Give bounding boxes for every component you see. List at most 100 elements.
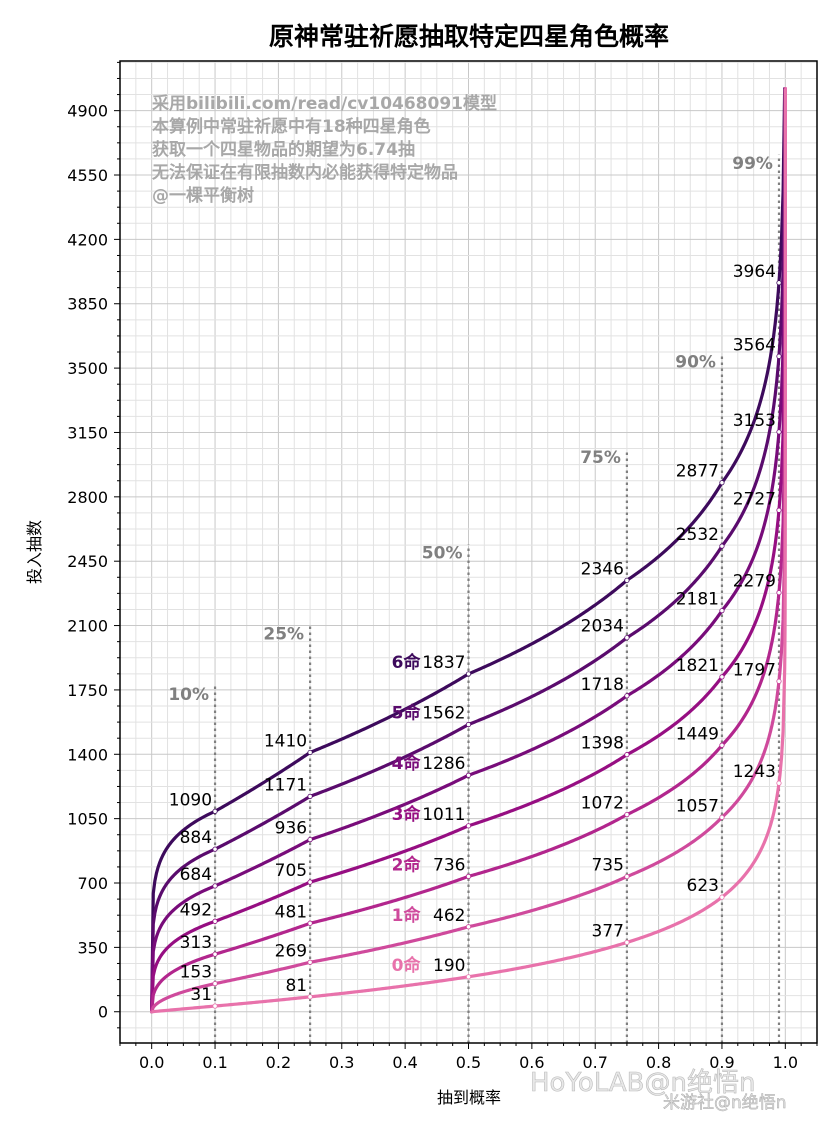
data-label: 81 xyxy=(285,976,307,996)
reference-label: 90% xyxy=(675,352,716,372)
data-label: 2034 xyxy=(581,617,624,637)
y-tick-label: 350 xyxy=(77,938,108,957)
series-line-5 xyxy=(150,86,787,1014)
reference-label: 99% xyxy=(732,154,773,174)
data-point xyxy=(776,507,782,513)
data-point xyxy=(465,924,472,930)
data-label: 1821 xyxy=(676,656,719,676)
data-label: 936 xyxy=(275,819,307,839)
data-point xyxy=(624,812,630,818)
series-line-4 xyxy=(150,86,787,1014)
data-point xyxy=(307,837,313,843)
series-label: 5命 xyxy=(392,702,422,723)
data-label: 1171 xyxy=(264,775,307,795)
series-line-1 xyxy=(150,86,787,1014)
data-label: 2279 xyxy=(733,572,776,592)
data-point xyxy=(307,879,313,885)
x-tick-label: 0.7 xyxy=(583,1053,608,1072)
data-label: 1410 xyxy=(264,731,307,751)
x-tick-label: 0.6 xyxy=(519,1053,544,1072)
x-tick-label: 0.1 xyxy=(202,1053,227,1072)
data-label: 377 xyxy=(591,921,623,941)
x-axis-label: 抽到概率 xyxy=(437,1088,501,1107)
data-label: 2727 xyxy=(733,489,776,509)
data-label: 481 xyxy=(275,902,307,922)
watermark-hoyolab: HoYoLAB@n绝悟n xyxy=(530,1068,755,1098)
data-point xyxy=(624,752,630,758)
data-point xyxy=(465,721,472,728)
data-point xyxy=(624,939,630,946)
data-point xyxy=(212,1003,218,1009)
data-point xyxy=(776,353,782,359)
data-point xyxy=(719,608,725,614)
data-label: 269 xyxy=(275,941,307,961)
data-label: 2877 xyxy=(676,462,719,482)
reference-label: 75% xyxy=(580,448,621,468)
data-point xyxy=(624,873,630,880)
data-point xyxy=(465,671,472,677)
data-point xyxy=(776,678,782,684)
data-label: 1449 xyxy=(676,724,719,744)
data-label: 2346 xyxy=(581,559,624,579)
data-label: 1072 xyxy=(581,794,624,814)
data-point xyxy=(212,808,218,814)
y-tick-label: 2450 xyxy=(67,552,108,571)
data-point xyxy=(719,543,725,549)
data-point xyxy=(212,981,218,987)
data-label: 1562 xyxy=(422,703,465,723)
data-label: 3964 xyxy=(733,262,776,282)
x-tick-label: 0.9 xyxy=(709,1053,734,1072)
data-label: 705 xyxy=(275,861,307,881)
reference-label: 25% xyxy=(263,625,304,645)
y-tick-label: 2800 xyxy=(67,488,108,507)
y-tick-label: 4900 xyxy=(67,102,108,121)
data-point xyxy=(624,635,630,641)
x-tick-label: 0.2 xyxy=(266,1053,291,1072)
data-point xyxy=(465,873,472,879)
data-label: 3153 xyxy=(733,411,776,431)
data-label: 462 xyxy=(433,906,465,926)
data-point xyxy=(307,959,313,965)
series-line-3 xyxy=(150,86,787,1014)
data-point xyxy=(465,772,472,778)
y-tick-label: 1050 xyxy=(67,810,108,829)
data-label: 2181 xyxy=(676,590,719,610)
data-point xyxy=(719,742,725,748)
data-label: 884 xyxy=(180,828,212,848)
x-tick-label: 0.4 xyxy=(392,1053,417,1072)
data-label: 1243 xyxy=(733,762,776,782)
data-label: 492 xyxy=(180,900,212,920)
data-label: 1286 xyxy=(422,754,465,774)
annotation-line: @一棵平衡树 xyxy=(152,185,254,206)
axis-ticks: 0.0 0.1 0.2 0.3 0.4 0.5 0.6 0.7 0.8 0.9 1.0 0 350 700… xyxy=(67,61,818,1072)
data-point xyxy=(719,674,725,680)
data-label: 190 xyxy=(433,956,465,976)
y-tick-label: 4200 xyxy=(67,230,108,249)
data-point xyxy=(719,480,725,486)
x-tick-label: 0.5 xyxy=(456,1053,481,1072)
data-label: 1090 xyxy=(169,790,212,810)
data-label: 313 xyxy=(180,933,212,953)
data-label: 623 xyxy=(687,876,719,896)
data-label: 1797 xyxy=(733,660,776,680)
data-point xyxy=(212,846,218,852)
series-label: 4命 xyxy=(392,753,422,774)
data-label: 2532 xyxy=(676,525,719,545)
data-point xyxy=(307,920,313,926)
y-tick-label: 1750 xyxy=(67,681,108,700)
data-label: 31 xyxy=(190,985,212,1005)
annotation-block: 采用bilibili.com/read/cv10468091模型 本算例中常驻祈… xyxy=(151,93,497,206)
watermark-miyoushe: 米游社@n绝悟n xyxy=(663,1093,787,1113)
data-point xyxy=(776,780,782,786)
data-label: 1837 xyxy=(422,653,465,673)
data-point xyxy=(212,883,218,889)
data-point xyxy=(776,429,782,435)
x-tick-label: 0.8 xyxy=(646,1053,671,1072)
reference-label: 10% xyxy=(168,685,209,705)
y-tick-label: 700 xyxy=(77,874,108,893)
x-tick-label: 0.3 xyxy=(329,1053,354,1072)
y-tick-label: 0 xyxy=(98,1003,108,1022)
series-lines xyxy=(150,86,787,1014)
